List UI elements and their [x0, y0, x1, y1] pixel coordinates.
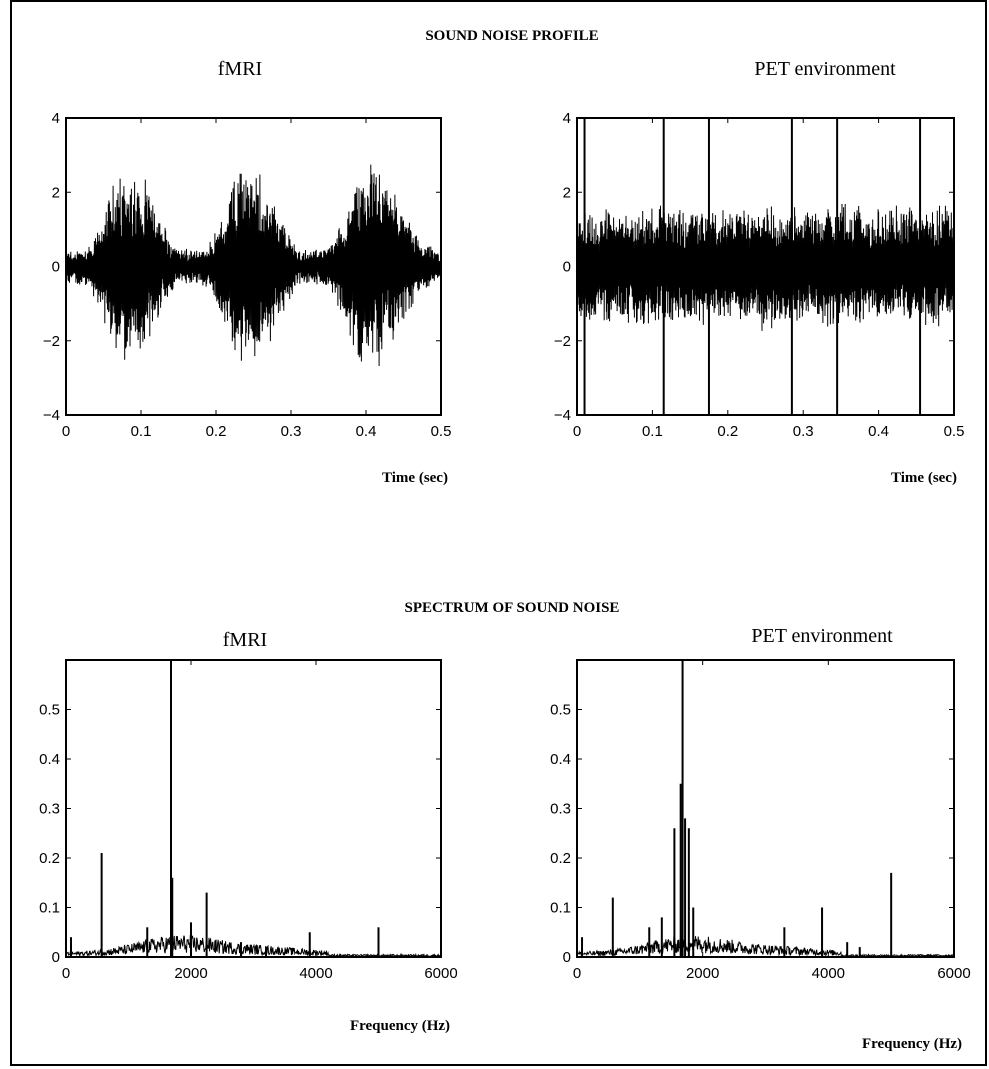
panel-title: fMRI	[223, 629, 267, 651]
data-series	[577, 118, 954, 415]
x-tick-label: 2000	[686, 965, 719, 982]
y-tick-label: −2	[554, 333, 571, 350]
waveform-line	[577, 203, 954, 331]
panel-title: PET environment	[751, 625, 893, 647]
y-tick-label: 0.4	[550, 751, 571, 768]
axes-box	[65, 659, 442, 958]
x-tick-label: 6000	[937, 965, 970, 982]
y-tick-label: 0.3	[39, 801, 60, 818]
x-tick-label: 0.4	[868, 423, 889, 440]
axes-box	[576, 659, 955, 958]
x-tick-label: 0.5	[431, 423, 452, 440]
panel-title: PET environment	[754, 58, 896, 80]
chart-panel-2: PET environment 0 0.1 0.2 0.3 0.4 0.5 −4 −2 0 2 4 Ti…	[554, 58, 965, 486]
y-tick-label: −2	[43, 333, 60, 350]
x-axis-label: Time (sec)	[382, 470, 448, 486]
x-tick-label: 0.1	[642, 423, 663, 440]
x-tick-label: 0.3	[281, 423, 302, 440]
data-series	[577, 660, 954, 957]
x-tick-label: 0.5	[944, 423, 965, 440]
chart-panel-1: fMRI 0 0.1 0.2 0.3 0.4 0.5 −4 −2 0 2 4 Time (sec)	[43, 58, 452, 486]
x-tick-label: 6000	[424, 965, 457, 982]
chart-panel-3: fMRI 0 2000 4000 6000 0 0.1 0.2 0.3 0.4 0.5 Frequen…	[39, 629, 458, 1034]
x-tick-label: 0	[573, 965, 581, 982]
section-title-time: SOUND NOISE PROFILE	[425, 28, 598, 44]
y-tick-label: 0	[563, 949, 571, 966]
y-tick-label: 4	[563, 110, 571, 127]
y-tick-label: −4	[43, 407, 60, 424]
waveform-line	[66, 164, 441, 367]
x-tick-label: 0	[573, 423, 581, 440]
x-tick-label: 0	[62, 423, 70, 440]
y-tick-label: 0.5	[550, 702, 571, 719]
x-tick-label: 0.2	[206, 423, 227, 440]
x-tick-label: 4000	[812, 965, 845, 982]
y-tick-label: 0	[563, 259, 571, 276]
x-tick-label: 2000	[174, 965, 207, 982]
y-tick-label: 0.3	[550, 801, 571, 818]
x-tick-label: 0.3	[793, 423, 814, 440]
y-tick-label: −4	[554, 407, 571, 424]
section-title-spectrum: SPECTRUM OF SOUND NOISE	[405, 600, 620, 616]
spectrum-floor	[66, 934, 441, 957]
y-tick-label: 0	[52, 259, 60, 276]
x-axis-label: Frequency (Hz)	[350, 1018, 450, 1034]
data-series	[66, 164, 441, 367]
y-tick-label: 0.1	[39, 900, 60, 917]
data-series	[66, 660, 441, 957]
x-axis-label: Frequency (Hz)	[862, 1036, 962, 1052]
x-tick-label: 0	[62, 965, 70, 982]
x-axis-label: Time (sec)	[891, 470, 957, 486]
y-tick-label: 0.2	[39, 850, 60, 867]
x-tick-label: 4000	[299, 965, 332, 982]
spectrum-floor	[577, 935, 954, 957]
x-tick-label: 0.2	[717, 423, 738, 440]
y-tick-label: 0.4	[39, 751, 60, 768]
y-tick-label: 0.5	[39, 702, 60, 719]
x-tick-label: 0.1	[131, 423, 152, 440]
y-tick-label: 0.1	[550, 900, 571, 917]
x-tick-label: 0.4	[356, 423, 377, 440]
chart-panel-4: PET environment 0 2000 4000 6000 0 0.1 0.2 0.3 0.…	[550, 625, 971, 1052]
y-tick-label: 2	[563, 184, 571, 201]
y-tick-label: 0.2	[550, 850, 571, 867]
y-tick-label: 4	[52, 110, 60, 127]
y-tick-label: 2	[52, 184, 60, 201]
y-tick-label: 0	[52, 949, 60, 966]
panel-title: fMRI	[218, 58, 262, 80]
